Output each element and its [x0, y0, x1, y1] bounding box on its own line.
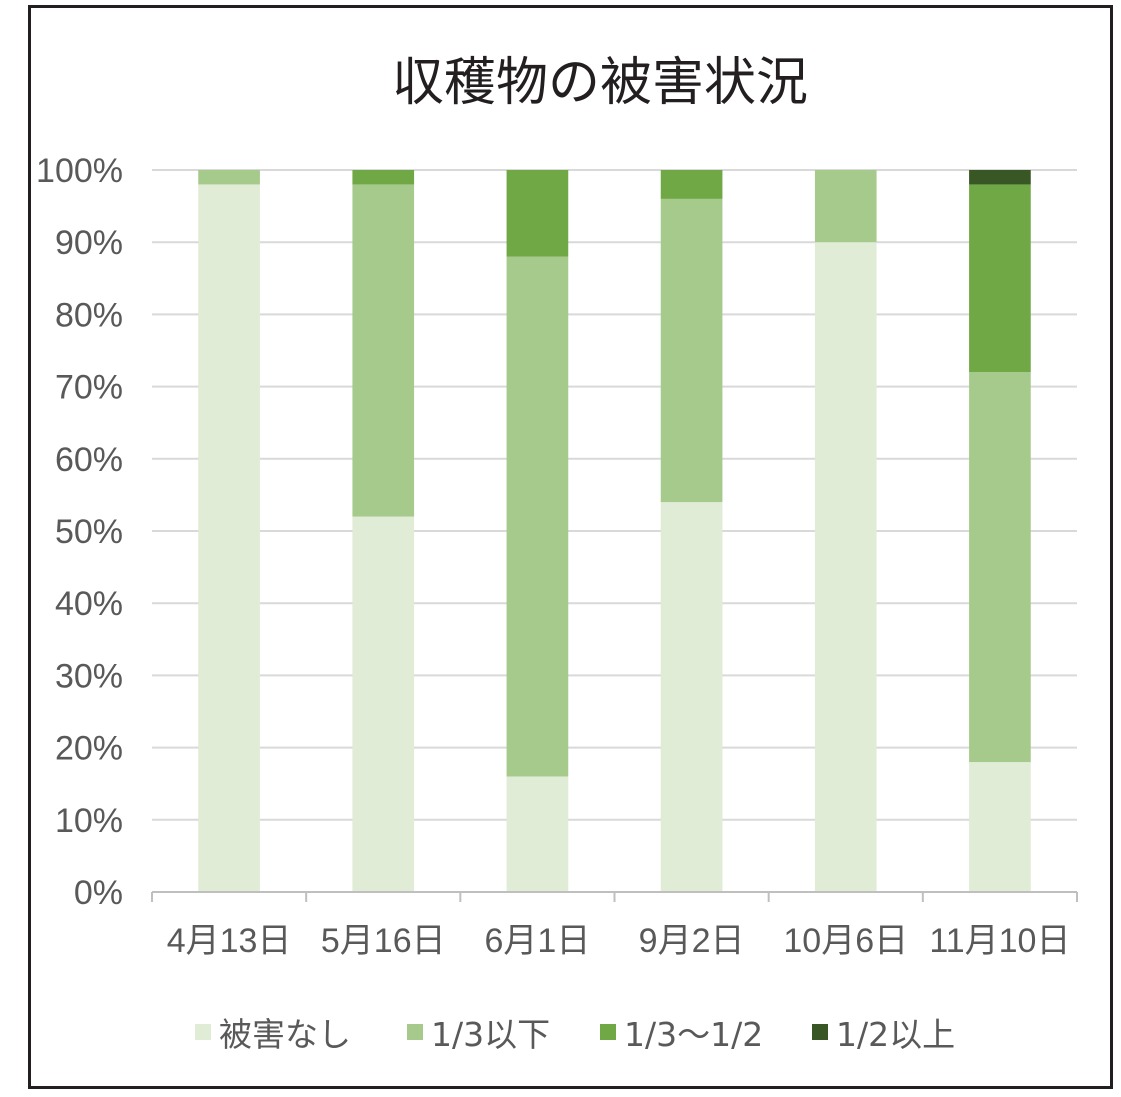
- legend-label: 1/3〜1/2: [624, 1015, 763, 1054]
- legend-label: 1/3以下: [431, 1015, 550, 1054]
- y-tick-label: 100%: [36, 152, 123, 190]
- bar-segment: [660, 198, 723, 503]
- chart-frame: [28, 5, 1113, 1089]
- bar-segment: [506, 256, 569, 777]
- bar-segment: [506, 776, 569, 892]
- y-tick-label: 30%: [55, 657, 123, 695]
- bar-segment: [352, 184, 415, 517]
- bar-segment: [969, 762, 1031, 892]
- y-tick-label: 40%: [55, 585, 123, 623]
- legend-label: 1/2以上: [836, 1015, 955, 1054]
- x-tick-label: 5月16日: [321, 922, 446, 960]
- bars: [198, 170, 1031, 892]
- bar-segment: [660, 502, 723, 892]
- gridlines: [152, 169, 1077, 821]
- bar-segment: [506, 170, 569, 257]
- bar-segment: [814, 170, 877, 243]
- x-tick-label: 9月2日: [639, 922, 745, 960]
- x-tick-label: 4月13日: [167, 922, 292, 960]
- legend: 被害なし 1/3以下 1/3〜1/2 1/2以上: [195, 1015, 955, 1054]
- legend-swatch: [600, 1024, 616, 1040]
- axes: [151, 891, 1078, 902]
- bar-segment: [352, 170, 415, 185]
- y-tick-label: 60%: [55, 441, 123, 479]
- bar-segment: [198, 184, 260, 892]
- chart-title: 収穫物の被害状況: [392, 53, 808, 113]
- bar-segment: [660, 170, 723, 199]
- y-tick-label: 0%: [74, 874, 123, 912]
- x-tick-label: 6月1日: [485, 922, 591, 960]
- x-axis-ticks: 4月13日 5月16日 6月1日 9月2日 10月6日 11月10日: [167, 922, 1071, 960]
- y-tick-label: 70%: [55, 369, 123, 407]
- bar-segment: [814, 242, 877, 892]
- bar-segment: [969, 184, 1031, 373]
- bar-segment: [969, 170, 1031, 185]
- y-tick-label: 80%: [55, 296, 123, 334]
- y-tick-label: 10%: [55, 802, 123, 840]
- y-axis-ticks: 0% 10% 20% 30% 40% 50% 60% 70% 80% 90% 100%: [36, 152, 123, 912]
- y-tick-label: 20%: [55, 730, 123, 768]
- legend-swatch: [812, 1024, 828, 1040]
- x-tick-label: 11月10日: [929, 922, 1070, 960]
- x-tick-label: 10月6日: [783, 922, 908, 960]
- y-tick-label: 90%: [55, 224, 123, 262]
- legend-label: 被害なし: [219, 1015, 351, 1054]
- legend-swatch: [407, 1024, 423, 1040]
- bar-segment: [198, 170, 260, 185]
- y-tick-label: 50%: [55, 513, 123, 551]
- legend-swatch: [195, 1024, 211, 1040]
- bar-segment: [352, 516, 415, 892]
- bar-segment: [969, 372, 1031, 763]
